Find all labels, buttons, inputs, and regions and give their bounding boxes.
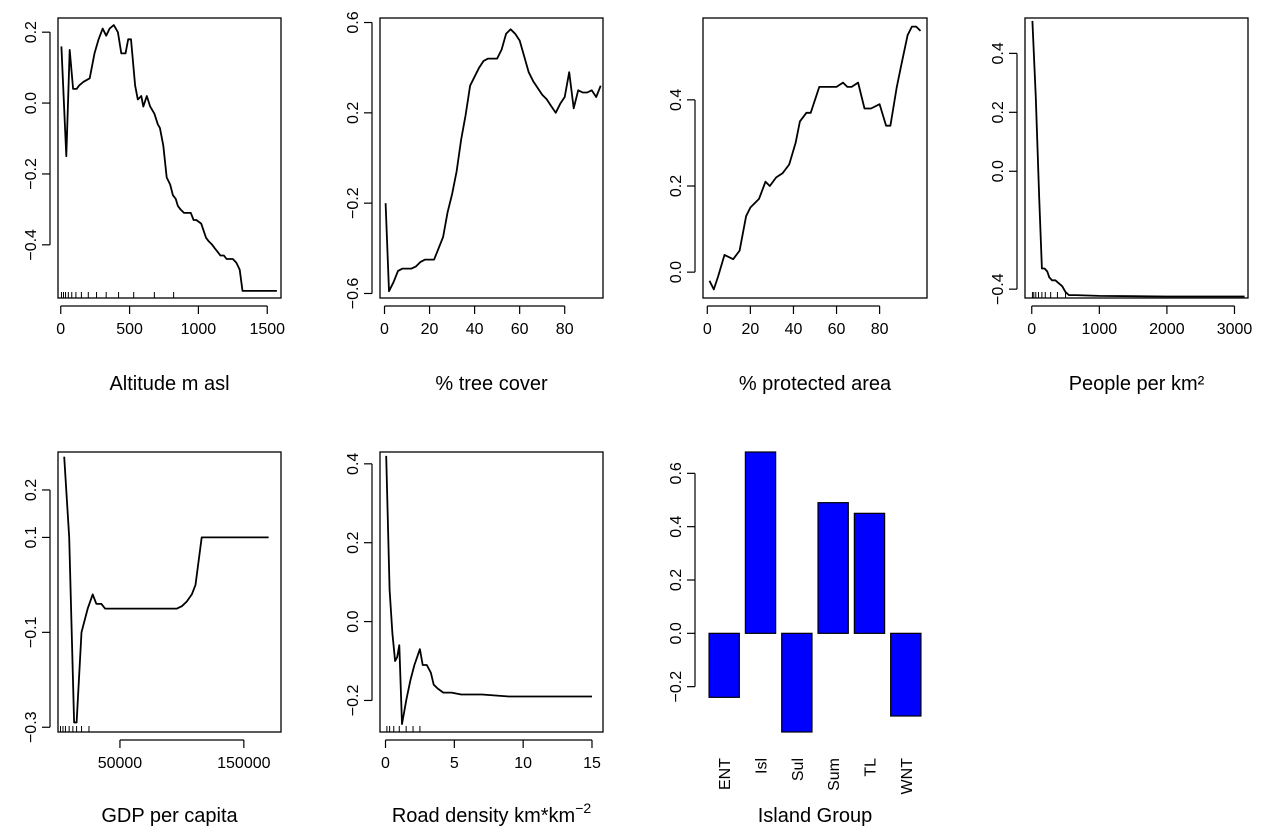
x-tick-label: 5 [450,755,459,772]
y-tick-label: 0.4 [345,453,362,475]
x-axis-title-superscript: −2 [575,800,591,816]
x-axis-title: Altitude m asl [109,373,229,395]
bar-tl [853,512,886,634]
category-label: TL [862,758,879,777]
x-tick-label: 3000 [1217,321,1253,338]
y-tick-label: 0.4 [668,515,685,537]
x-axis-title: % protected area [739,373,892,395]
panel-2: −0.6 −0.2 0.2 0.6 0 20 40 60 80 % tree cover [345,11,604,395]
x-tick-label: 80 [871,321,889,338]
y-tick-label: −0.4 [990,273,1007,305]
partial-dependence-line [60,24,277,292]
x-tick-label: 40 [785,321,803,338]
x-axis-title-text: Altitude m asl [109,373,229,395]
x-tick-label: 0 [1027,321,1036,338]
plot-frame [702,17,928,299]
panel-3: 0.0 0.2 0.4 0 20 40 60 80 % protected area [668,17,928,395]
category-label: Sum [826,758,843,791]
plot-frame [57,17,282,299]
y-tick-label: 0.2 [668,569,685,591]
x-tick-label: 10 [514,755,532,772]
y-tick-label: −0.2 [345,187,362,219]
x-tick-label: 1000 [1082,321,1118,338]
x-axis-title-text: People per km² [1069,373,1205,395]
x-tick-label: 1500 [249,321,285,338]
category-label: Isl [754,758,771,774]
y-tick-label: 0.1 [23,526,40,548]
y-tick-label: 0.0 [23,92,40,114]
y-tick-label: 0.6 [668,462,685,484]
panel-5: −0.3 −0.1 0.1 0.2 50000 150000 GDP per capita [23,451,282,827]
x-tick-label: 20 [741,321,759,338]
bar-sum [817,502,849,634]
x-tick-label: 60 [511,321,529,338]
x-axis-title-text: % protected area [739,373,892,395]
y-tick-label: 0.2 [23,21,40,43]
y-tick-label: −0.2 [345,685,362,717]
x-axis-title: Island Group [758,805,873,827]
panel-4: −0.4 0.0 0.2 0.4 0 1000 2000 3000 People per km² [990,17,1253,395]
panel-7: −0.2 0.0 0.2 0.4 0.6 ENT Isl Sul Sum TL WNT Island … [668,451,922,827]
bar-sul [781,632,813,733]
category-label: Sul [790,758,807,781]
y-tick-label: 0.2 [345,102,362,124]
x-tick-label: 2000 [1149,321,1185,338]
y-tick-label: 0.6 [345,11,362,33]
x-tick-label: 150000 [217,755,270,772]
x-tick-label: 60 [828,321,846,338]
y-tick-label: −0.6 [345,278,362,310]
x-axis-title: Road density km*km−2 [392,800,592,827]
x-tick-label: 0 [56,321,65,338]
y-tick-label: −0.4 [23,229,40,261]
x-tick-label: 500 [116,321,143,338]
y-tick-label: 0.0 [668,622,685,644]
plot-frame [57,451,282,733]
x-tick-label: 20 [421,321,439,338]
y-tick-label: 0.2 [668,175,685,197]
x-axis-title-text: % tree cover [435,373,548,395]
partial-dependence-line [384,28,602,293]
y-tick-label: 0.2 [23,479,40,501]
panel-6: −0.2 0.0 0.2 0.4 0 5 10 15 Road density km*km−2 [345,451,604,827]
y-tick-label: 0.2 [345,531,362,553]
partial-dependence-line [385,455,592,725]
category-label: WNT [899,758,916,795]
x-tick-label: 40 [466,321,484,338]
plot-frame [1024,17,1249,299]
y-tick-label: 0.0 [668,261,685,283]
y-tick-label: 0.4 [668,89,685,111]
x-tick-label: 0 [703,321,712,338]
x-axis-title: GDP per capita [101,805,238,827]
x-tick-label: 1000 [181,321,217,338]
x-tick-label: 0 [380,321,389,338]
plot-frame [379,17,604,299]
x-tick-label: 0 [381,755,390,772]
y-tick-label: −0.3 [23,711,40,743]
x-tick-label: 50000 [98,755,143,772]
partial-dependence-line [1031,20,1245,298]
x-axis-title: % tree cover [435,373,548,395]
bar-isl [744,451,777,634]
panel-1: −0.4 −0.2 0.0 0.2 0 500 1000 1500 Altitude m asl [23,17,285,395]
y-tick-label: −0.2 [23,158,40,190]
category-label: ENT [717,758,734,790]
bar-wnt [890,632,922,717]
y-tick-label: 0.0 [345,610,362,632]
y-tick-label: −0.1 [23,616,40,648]
x-axis-title: People per km² [1069,373,1205,395]
x-axis-title-text: GDP per capita [101,805,238,827]
y-tick-label: 0.2 [990,101,1007,123]
x-tick-label: 15 [583,755,601,772]
y-tick-label: −0.2 [668,671,685,703]
partial-dependence-line [63,456,269,724]
bar-ent [708,632,740,698]
partial-dependence-line [708,25,922,291]
y-tick-label: 0.4 [990,42,1007,64]
x-axis-title-text: Road density km*km [392,805,575,827]
plot-frame [379,451,604,733]
y-tick-label: 0.0 [990,160,1007,182]
x-tick-label: 80 [556,321,574,338]
